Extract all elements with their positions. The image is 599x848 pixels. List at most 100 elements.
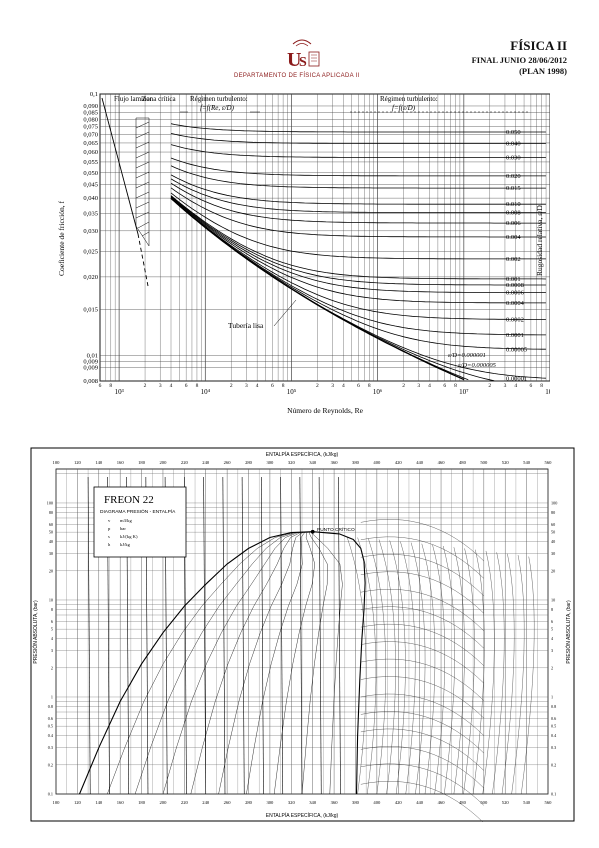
enthalpy-tick-bottom: 240 — [202, 800, 210, 805]
f-tick-label: 0,1 — [90, 91, 98, 98]
quality-line — [310, 531, 343, 795]
re-minor-label: 8 — [196, 383, 199, 389]
roughness-curve — [170, 178, 546, 214]
f-tick-label: 0,080 — [83, 116, 98, 123]
pressure-tick-right: 8 — [551, 607, 553, 612]
roughness-curve — [170, 165, 546, 189]
plan-label: (PLAN 1998) — [519, 66, 567, 76]
enthalpy-tick-bottom: 360 — [331, 800, 339, 805]
re-minor-label: 3 — [331, 383, 334, 389]
roughness-tick-label: 0.010 — [506, 201, 521, 208]
subcooled-isotherm — [338, 476, 341, 795]
enthalpy-tick-bottom: 500 — [480, 800, 488, 805]
f-tick-label: 0,045 — [83, 182, 98, 189]
isotherm-line — [360, 624, 484, 666]
roughness-curve — [170, 157, 546, 177]
region-turbulent: Régimen turbulento: — [380, 95, 438, 103]
enthalpy-tick-top: 500 — [480, 460, 488, 465]
isentrope-line — [492, 552, 505, 795]
f-tick-label: 0,009 — [83, 358, 98, 365]
re-minor-label: 4 — [428, 383, 431, 389]
pressure-tick-right: 60 — [551, 522, 555, 527]
enthalpy-tick-top: 300 — [266, 460, 274, 465]
f-tick-label: 0,040 — [83, 195, 98, 202]
roughness-tick-label: 0.0006 — [506, 290, 525, 297]
enthalpy-tick-top: 240 — [202, 460, 210, 465]
enthalpy-tick-top: 560 — [545, 460, 553, 465]
roughness-curve — [170, 198, 469, 381]
f-tick-label: 0,025 — [83, 249, 98, 256]
roughness-tick-label: 0.030 — [506, 155, 521, 162]
re-minor-label: 8 — [540, 383, 543, 389]
pressure-tick-left: 2 — [51, 665, 53, 670]
isotherm-line — [360, 658, 484, 701]
re-minor-label: 6 — [357, 383, 360, 389]
critical-zone-hatch — [135, 117, 150, 247]
subcooled-isotherm — [261, 476, 264, 795]
enthalpy-tick-bottom: 480 — [459, 800, 467, 805]
enthalpy-tick-top: 280 — [245, 460, 253, 465]
re-minor-label: 4 — [256, 383, 259, 389]
isentrope-line — [346, 536, 367, 795]
region-transition: Régimen turbulento: — [190, 95, 248, 103]
pressure-tick-right: 0.2 — [551, 762, 556, 767]
re-minor-label: 6 — [185, 383, 188, 389]
pressure-tick-left: 40 — [49, 539, 53, 544]
enthalpy-tick-bottom: 520 — [502, 800, 510, 805]
enthalpy-tick-top: 180 — [138, 460, 146, 465]
pressure-tick-left: 30 — [49, 551, 53, 556]
isentrope-line — [521, 556, 535, 795]
pressure-tick-left: 60 — [49, 522, 53, 527]
isotherm-line — [360, 589, 484, 631]
quality-line — [190, 531, 313, 795]
svg-text:U: U — [287, 49, 301, 71]
pressure-tick-left: 4 — [51, 636, 54, 641]
quality-line — [274, 531, 316, 795]
re-minor-label: 8 — [109, 383, 112, 389]
roughness-curve — [170, 196, 546, 293]
pressure-tick-left: 0.3 — [48, 745, 53, 750]
pressure-tick-left: 5 — [51, 627, 53, 632]
re-minor-label: 8 — [454, 383, 457, 389]
department-name: DEPARTAMENTO DE FÍSICA APLICADA II — [234, 73, 360, 79]
subcooled-isotherm — [241, 476, 245, 795]
re-minor-label: 3 — [245, 383, 248, 389]
enthalpy-tick-top: 340 — [309, 460, 317, 465]
roughness-curve — [170, 182, 546, 224]
pressure-tick-left: 0.1 — [48, 792, 53, 797]
f-tick-label: 0,035 — [83, 210, 98, 217]
f-tick-label: 0,008 — [83, 378, 98, 385]
re-minor-label: 6 — [530, 383, 533, 389]
f-tick-label: 0,009 — [83, 365, 98, 372]
isentrope-line — [472, 549, 485, 795]
freon-xlabel-top: ENTALPÍA ESPECÍFICA, (kJ/kg) — [266, 451, 339, 458]
eps-label-1: ε/D=0.000001 — [448, 352, 486, 359]
freon-ylabel-left: PRESIÓN ABSOLUTA, (bar) — [32, 600, 39, 664]
enthalpy-tick-top: 380 — [352, 460, 360, 465]
f-tick-label: 0,060 — [83, 149, 98, 156]
roughness-curve — [170, 196, 546, 304]
enthalpy-tick-top: 540 — [523, 460, 531, 465]
pressure-tick-left: 0.6 — [48, 716, 53, 721]
enthalpy-tick-top: 420 — [395, 460, 403, 465]
legend-unit: kJ/kg — [120, 542, 131, 547]
isotherm-line — [360, 554, 484, 597]
legend-symbol: s — [108, 534, 110, 539]
freon-outer-frame — [30, 447, 575, 822]
isotherm-line — [360, 571, 484, 614]
smooth-pipe-label: Tubería lisa — [228, 321, 264, 330]
enthalpy-tick-bottom: 440 — [416, 800, 424, 805]
re-minor-label: 2 — [488, 383, 491, 389]
pressure-tick-left: 100 — [47, 500, 53, 505]
isentrope-line — [463, 548, 475, 795]
roughness-tick-label: 0.008 — [506, 210, 521, 217]
isotherm-line — [360, 746, 484, 789]
quality-line — [162, 531, 313, 795]
pressure-tick-right: 100 — [551, 500, 557, 505]
legend-unit: bar — [120, 526, 126, 531]
university-logo: U S — [279, 38, 325, 72]
freon-ylabel-right: PRESIÓN ABSOLUTA, (bar) — [565, 600, 572, 664]
legend-symbol: v — [108, 518, 111, 523]
isentrope-line — [511, 555, 525, 795]
region-turbulent-eq: f=f(ε/D) — [392, 104, 416, 112]
